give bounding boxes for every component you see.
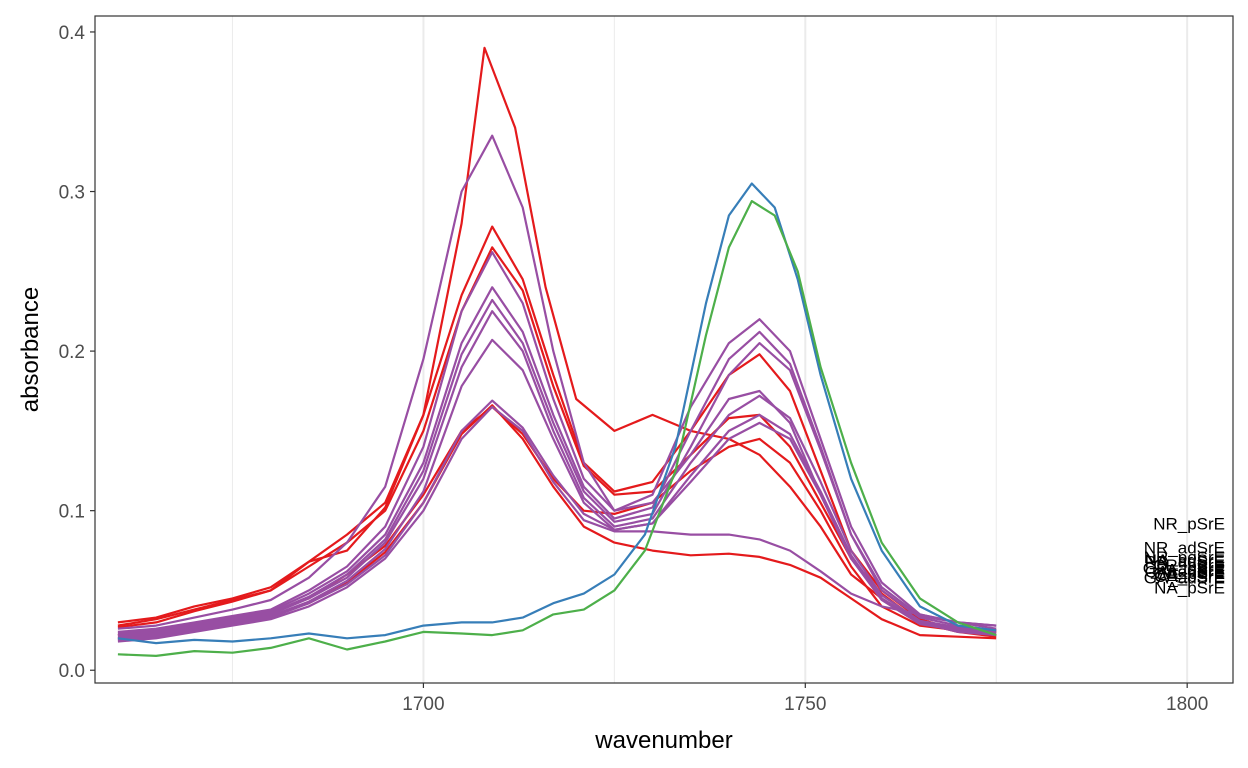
series-line-10 [117, 310, 997, 638]
end-label: NR_adSrE [1144, 538, 1225, 557]
y-tick-label: 0.1 [59, 502, 85, 523]
y-axis-title: absorbance [17, 287, 44, 412]
series-line-15 [117, 200, 997, 657]
end-label: CA_pSrE [1154, 567, 1225, 586]
series-line-14 [117, 182, 997, 645]
y-tick-label: 0.0 [59, 661, 85, 682]
end-label: CR_pSrE [1153, 556, 1225, 575]
x-tick-label: 1700 [402, 694, 444, 715]
end-label: GA_pSrE [1153, 564, 1225, 583]
end-label: NA_adSrE [1145, 551, 1225, 570]
x-axis: 1700 1750 1800 [402, 683, 1208, 715]
end-labels: NR_pSrE NR_adSrENR_poSrENA_adSrEPR_adSrEC… [1143, 514, 1225, 597]
end-label: PR_adSrE [1145, 553, 1225, 572]
end-label: GR_adSrE [1143, 559, 1225, 578]
end-label: NR_poSrE [1144, 548, 1225, 567]
x-tick-label: 1750 [784, 694, 826, 715]
panel-background [95, 16, 1233, 683]
end-label: GA_adSrE [1144, 569, 1225, 588]
y-tick-label: 0.3 [59, 183, 85, 204]
end-label: PA_pSrE [1156, 561, 1225, 580]
end-label: CA_adSrE [1145, 562, 1225, 581]
y-tick-label: 0.4 [59, 23, 86, 44]
series-line-13 [117, 405, 997, 643]
y-tick-label: 0.2 [59, 342, 85, 363]
series-line-7 [117, 251, 997, 633]
x-tick-label: 1800 [1166, 694, 1208, 715]
end-label: NR_pSrE [1153, 514, 1225, 533]
panel-border [94, 15, 1234, 684]
x-axis-title: wavenumber [594, 727, 732, 754]
end-label: NA_pSrE [1154, 578, 1225, 597]
series-line-9 [117, 298, 997, 637]
series-line-11 [117, 338, 997, 640]
series-line-12 [117, 399, 997, 641]
data-lines [117, 46, 997, 657]
y-axis: 0.0 0.1 0.2 0.3 0.4 [59, 23, 95, 682]
gridlines [231, 16, 1189, 683]
